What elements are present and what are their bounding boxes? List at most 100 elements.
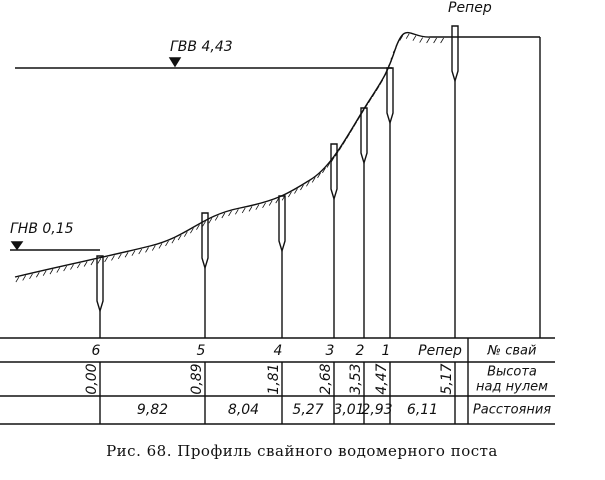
pile-height: 4,47 [374,363,390,394]
ground-hatch [392,47,397,53]
ground-hatch [379,79,384,86]
ground-hatch [202,221,206,227]
pile [360,107,368,166]
ground-hatch [346,133,350,139]
ground-hatch [342,139,347,145]
ground-hatch [294,188,298,194]
low-water-label: ГНВ 0,15 [10,221,74,237]
pile-number: 2 [356,343,365,359]
ground-hatch [268,200,273,206]
ground-hatch [433,37,437,44]
ground-hatch [330,156,335,163]
pile-number: Репер [418,343,462,359]
pile-height: 0,89 [189,363,205,394]
ground-hatch [241,207,246,214]
ground-hatch [426,37,430,44]
ground-hatch [158,243,163,249]
ground-hatch [311,177,316,183]
pile [201,212,209,271]
ground-hatch [395,41,400,47]
ground-hatch [357,115,361,121]
benchmark-label: Репер [448,0,492,16]
pile-number: 6 [92,343,101,359]
ground-hatch [317,172,321,179]
ground-hatch [63,265,67,272]
ground-hatch [255,204,260,210]
ground-hatch [49,268,54,275]
distance: 6,11 [407,402,438,418]
ground-hatch [275,197,280,204]
low-water-marker [10,241,24,251]
ground-hatch [208,217,213,224]
ground-profile [14,31,540,278]
distance: 8,04 [228,402,259,418]
pile-height: 1,81 [266,363,282,394]
row-header: Высота [487,365,537,380]
ground-hatch [322,167,326,174]
ground-hatch [70,264,74,270]
pile-height: 2,68 [318,363,334,394]
distance: 9,82 [137,402,168,418]
distance: 3,01 [333,402,364,418]
ground-hatch [104,256,108,263]
ground-hatch [399,35,404,41]
ground-hatch [97,258,102,264]
ground-hatch [326,162,331,168]
ground-hatch [83,261,88,267]
ground-hatch [372,91,376,98]
ground-hatch [177,234,182,241]
ground-hatch [42,270,47,276]
pile-number: 5 [197,343,206,359]
ground-hatch [90,259,95,266]
ground-hatch [151,245,156,251]
ground-hatch [190,227,194,234]
ground-hatch [288,191,292,198]
ground-hatch [117,253,122,260]
ground-hatch [248,206,253,212]
ground-hatch [349,127,354,133]
ground-hatch [124,252,129,258]
ground-hatch [419,37,423,43]
ground-hatch [405,33,410,39]
pile [278,195,286,254]
ground-hatch [353,121,358,127]
ground-hatch [388,60,392,67]
distance: 5,27 [292,402,323,418]
ground-hatch [214,215,219,221]
ground-hatch [196,224,200,230]
ground-hatch [228,210,232,217]
ground-hatch [183,231,188,237]
high-water-marker [168,57,182,68]
high-water-label: ГВВ 4,43 [170,39,233,55]
ground-hatch [375,85,380,92]
ground-hatch [29,273,33,280]
pile [386,67,394,126]
pile-number: 3 [326,343,335,359]
ground-hatch [138,248,143,255]
row-header: Расстояния [473,403,551,418]
pile-height: 0,00 [84,363,100,394]
pile [330,143,338,202]
ground-hatch [35,272,40,278]
ground-hatch [440,37,444,44]
pile-height: 5,17 [439,363,455,394]
ground-hatch [306,181,310,187]
caption: Рис. 68. Профиль свайного водомерного по… [106,442,498,460]
ground-hatch [412,35,417,41]
ground-hatch [56,267,61,273]
ground-hatch [300,184,304,191]
ground-hatch [262,202,266,208]
distance: 2,93 [361,402,392,418]
ground-hatch [145,247,149,253]
pile-height: 3,53 [348,363,364,394]
ground-hatch [171,237,176,244]
ground-hatch [390,54,395,60]
ground-hatch [76,262,81,269]
ground-hatch [111,255,115,261]
ground-hatch [165,240,169,247]
pile [451,25,459,84]
pile-number: 1 [382,343,391,359]
ground-hatch [368,97,372,104]
row-header: над нулем [476,380,548,395]
pile [96,255,104,314]
